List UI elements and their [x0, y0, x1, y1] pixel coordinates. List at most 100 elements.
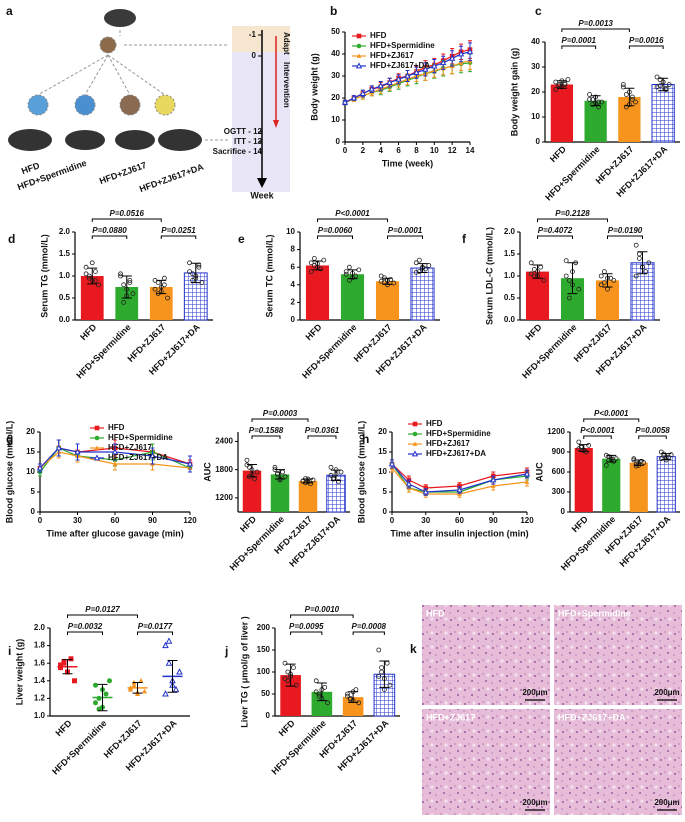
y-tick-label: 6 [291, 262, 296, 271]
x-tick-label: 120 [183, 516, 197, 525]
y-tick-label: 1.0 [59, 271, 71, 280]
marker [111, 448, 119, 455]
x-tick-label: 30 [421, 516, 430, 525]
data-point [623, 104, 629, 110]
significance-bracket [628, 45, 664, 49]
legend-label: HFD [426, 419, 443, 428]
y-tick-label: 0.5 [504, 293, 516, 302]
data-point [86, 273, 92, 279]
data-point [586, 442, 592, 448]
legend-label: HFD+ZJ617+DA [108, 453, 168, 462]
scale-label: 200μm [522, 798, 547, 807]
p-value: P=0.0190 [608, 226, 643, 235]
event-label: OGTT - 12 [224, 127, 263, 136]
data-point [630, 97, 635, 102]
y-tick-label: 4 [291, 280, 296, 289]
x-tick-label: 0 [390, 516, 395, 525]
error-bar [382, 277, 393, 285]
y-tick-label: 30 [331, 71, 340, 80]
significance-bracket [317, 218, 388, 222]
data-point [657, 83, 663, 89]
marker [490, 476, 497, 483]
marker [93, 700, 98, 706]
data-point [92, 277, 98, 283]
panel-label: f [462, 232, 467, 246]
y-tick-label: 1.0 [34, 711, 46, 720]
intervention-bg [232, 52, 290, 192]
y-axis-label: AUC [202, 462, 212, 482]
data-point [338, 469, 344, 475]
data-point [563, 273, 569, 279]
bar [656, 456, 676, 513]
marker [524, 479, 530, 484]
data-point [668, 452, 674, 458]
panel-label: c [535, 4, 542, 18]
time-label: 0 [252, 51, 257, 60]
data-point [275, 471, 280, 476]
data-point [336, 479, 341, 484]
marker [440, 59, 447, 66]
marker [355, 62, 363, 69]
data-point [598, 273, 604, 279]
y-tick-label: 100 [257, 667, 271, 676]
error-bar [247, 463, 257, 478]
data-point [633, 99, 638, 105]
p-value: P=0.0001 [562, 36, 597, 45]
x-tick-label: 90 [148, 516, 157, 525]
significance-bracket [91, 235, 128, 239]
legend-label: HFD [370, 31, 387, 40]
error-bar [312, 260, 323, 271]
x-tick-label: HFD+ZJ617+DA [287, 514, 342, 569]
y-tick-label: 0 [383, 507, 388, 516]
x-tick-label: HFD [78, 322, 99, 343]
x-tick-label: HFD [53, 718, 74, 739]
data-point [601, 269, 607, 275]
data-point [531, 266, 537, 272]
data-point [613, 456, 619, 462]
bar [311, 691, 333, 716]
data-point [83, 264, 89, 270]
panel-label: b [330, 4, 337, 18]
data-point [538, 264, 544, 270]
p-value: P=0.0010 [305, 605, 340, 614]
histology: k HFD HFD+Spermidine HFD+ZJ617 HFD+ZJ617… [410, 605, 682, 815]
legend-label: HFD+ZJ617 [108, 443, 152, 452]
bar [305, 265, 330, 320]
scale-label: 200μm [522, 688, 547, 697]
x-tick-label: 4 [378, 146, 383, 155]
y-tick-label: 0.0 [504, 315, 516, 324]
marker [103, 691, 109, 697]
significance-bracket [583, 435, 612, 439]
data-point [155, 280, 161, 286]
data-point [587, 97, 592, 102]
x-tick-label: 0 [343, 146, 348, 155]
y-tick-label: 30 [531, 62, 540, 71]
marker [68, 656, 74, 662]
legend-label: HFD+ZJ617+DA [370, 61, 430, 70]
significance-bracket [583, 418, 640, 422]
marker [61, 658, 67, 664]
p-value: P=0.1588 [249, 426, 284, 435]
bar [149, 287, 173, 320]
y-tick-label: 1200 [215, 493, 233, 502]
bar [560, 278, 585, 320]
marker [423, 485, 429, 491]
significance-bracket [290, 614, 354, 618]
data-point [599, 99, 605, 105]
data-point [282, 660, 288, 666]
data-point [636, 251, 642, 257]
data-point [541, 277, 547, 283]
image-label: HFD+ZJ617 [426, 712, 475, 722]
y-tick-label: 10 [26, 467, 35, 476]
phase-label: Adapt [282, 32, 291, 55]
data-point [89, 260, 95, 266]
marker [388, 460, 396, 467]
panel-label: h [362, 432, 369, 446]
p-value: P=0.0880 [92, 226, 127, 235]
significance-bracket [607, 235, 643, 239]
significance-bracket [387, 235, 423, 239]
marker [457, 483, 462, 489]
marker [449, 54, 456, 61]
y-tick-label: 0 [336, 137, 341, 146]
p-value: P=0.0251 [161, 226, 196, 235]
